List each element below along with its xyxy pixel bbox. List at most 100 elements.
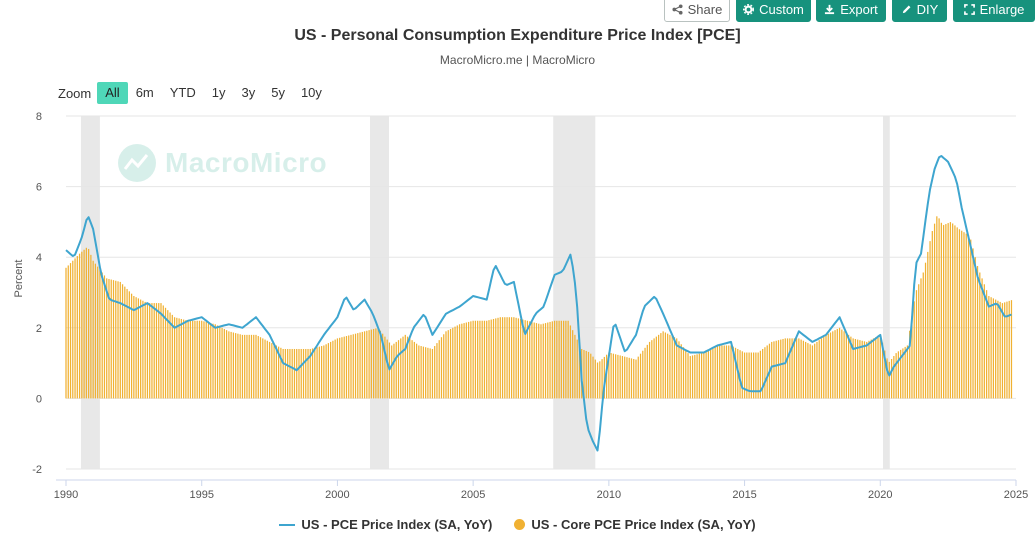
- core-pce-bar: [447, 330, 449, 399]
- core-pce-bar: [816, 341, 818, 399]
- core-pce-bar: [74, 258, 76, 399]
- core-pce-bar: [990, 297, 992, 399]
- core-pce-bar: [992, 298, 995, 399]
- core-pce-bar: [805, 341, 807, 399]
- zoom-10y-button[interactable]: 10y: [300, 85, 322, 100]
- core-pce-bar: [936, 216, 938, 399]
- core-pce-bar: [979, 272, 981, 399]
- core-pce-bar: [931, 231, 933, 399]
- core-pce-bar: [615, 354, 617, 399]
- core-pce-bar: [590, 353, 592, 399]
- core-pce-bar: [743, 352, 746, 399]
- core-pce-bar: [115, 280, 117, 399]
- core-pce-bar: [540, 324, 542, 399]
- core-pce-bar: [400, 338, 402, 399]
- core-pce-bar: [703, 352, 705, 399]
- core-pce-bar: [137, 298, 140, 399]
- core-pce-bar: [341, 337, 343, 399]
- core-pce-bar: [900, 349, 902, 399]
- core-pce-bar: [436, 343, 438, 399]
- legend-item-core[interactable]: US - Core PCE Price Index (SA, YoY): [514, 517, 756, 532]
- core-pce-bar: [472, 320, 474, 399]
- core-pce-bar: [838, 327, 841, 399]
- core-pce-bar: [834, 330, 836, 399]
- core-pce-bar: [667, 333, 669, 399]
- enlarge-button[interactable]: Enlarge: [953, 0, 1035, 22]
- y-tick-label: 2: [36, 323, 42, 335]
- core-pce-bar: [94, 263, 97, 399]
- core-pce-bar: [382, 333, 384, 399]
- gear-icon: [743, 3, 755, 15]
- core-pce-bar: [515, 317, 517, 399]
- core-pce-bar: [970, 239, 972, 399]
- core-pce-bar: [112, 280, 115, 399]
- core-pce-bar: [108, 278, 110, 399]
- core-pce-bar: [81, 251, 83, 399]
- zoom-3y-button[interactable]: 3y: [241, 85, 256, 100]
- core-pce-bar: [350, 334, 352, 399]
- recession-band-2: [553, 116, 596, 469]
- diy-button[interactable]: DIY: [892, 0, 947, 22]
- share-label: Share: [687, 1, 723, 17]
- zoom-ytd-button[interactable]: YTD: [169, 85, 196, 100]
- core-pce-bar: [866, 341, 868, 399]
- export-button[interactable]: Export: [816, 0, 886, 22]
- x-tick-label: 2010: [597, 489, 621, 501]
- zoom-5y-button[interactable]: 5y: [271, 85, 285, 100]
- core-pce-bar: [474, 320, 477, 399]
- share-button[interactable]: Share: [664, 0, 730, 22]
- core-pce-bar: [981, 278, 983, 399]
- core-pce-bar: [549, 321, 551, 399]
- core-pce-bar: [302, 348, 305, 399]
- zoom-all-button[interactable]: All: [97, 82, 128, 104]
- core-pce-bar: [180, 318, 182, 399]
- core-pce-bar: [680, 344, 682, 399]
- core-pce-bar: [807, 343, 809, 399]
- core-pce-bar: [97, 266, 99, 399]
- core-pce-bar: [859, 340, 861, 399]
- core-pce-bar: [106, 278, 108, 399]
- core-pce-bar: [375, 328, 377, 399]
- legend-label-core: US - Core PCE Price Index (SA, YoY): [531, 517, 756, 532]
- core-pce-bar: [479, 320, 481, 399]
- zoom-1y-button[interactable]: 1y: [211, 85, 226, 100]
- core-pce-bar: [791, 338, 793, 399]
- core-pce-bar: [201, 320, 203, 399]
- core-pce-bar: [287, 348, 289, 399]
- core-pce-bar: [277, 346, 280, 399]
- core-pce-bar: [596, 362, 599, 399]
- core-pce-bar: [171, 314, 173, 399]
- core-pce-bar: [255, 334, 257, 399]
- core-pce-bar: [526, 320, 529, 399]
- core-pce-bar: [212, 323, 214, 399]
- core-pce-bar: [490, 319, 492, 399]
- core-pce-bar: [452, 327, 454, 399]
- core-pce-bar: [648, 341, 651, 399]
- core-pce-bar: [230, 331, 232, 399]
- core-pce-bar: [259, 337, 262, 399]
- core-pce-bar: [621, 356, 624, 399]
- core-pce-bar: [757, 352, 759, 399]
- core-pce-bar: [574, 334, 576, 399]
- core-pce-bar: [67, 265, 69, 399]
- custom-button[interactable]: Custom: [736, 0, 811, 22]
- core-pce-bar: [388, 342, 391, 399]
- core-pce-bar: [777, 340, 780, 399]
- core-pce-bar: [938, 218, 940, 399]
- core-pce-bar: [687, 353, 689, 399]
- core-pce-bar: [635, 359, 637, 399]
- core-pce-bar: [456, 325, 458, 399]
- core-pce-bar: [504, 317, 506, 399]
- zoom-6m-button[interactable]: 6m: [135, 85, 154, 100]
- core-pce-bar: [823, 336, 825, 399]
- core-pce-bar: [409, 338, 411, 399]
- core-pce-bar: [963, 232, 965, 399]
- core-pce-bar: [958, 229, 961, 399]
- core-pce-bar: [257, 336, 259, 399]
- core-pce-bar: [210, 323, 212, 399]
- core-pce-bar: [857, 339, 859, 399]
- core-pce-bar: [158, 303, 160, 399]
- legend-item-pce[interactable]: US - PCE Price Index (SA, YoY): [279, 517, 492, 532]
- core-pce-bar: [893, 356, 895, 399]
- core-pce-bar: [617, 354, 619, 399]
